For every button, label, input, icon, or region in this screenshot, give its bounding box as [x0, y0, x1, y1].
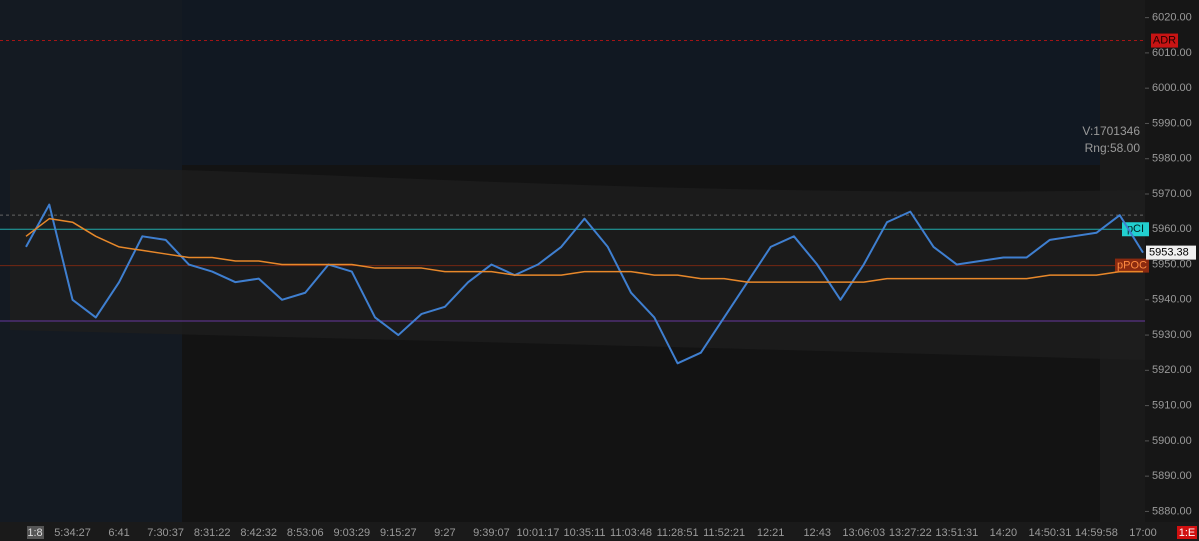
y-tick-label: 5890.00 — [1152, 470, 1192, 482]
x-tick-label: 9:39:07 — [473, 527, 510, 539]
x-tick-label: 11:28:51 — [657, 527, 699, 539]
x-tick-label: 9:27 — [434, 527, 455, 539]
level-badge — [1151, 33, 1178, 48]
x-tick-label: 17:00 — [1129, 527, 1157, 539]
price-badge — [1146, 245, 1196, 260]
level-badge — [1115, 258, 1149, 273]
series-line — [25, 203, 1144, 365]
session-shade — [0, 0, 1100, 165]
y-tick-label: 6020.00 — [1152, 12, 1192, 24]
level-label: ADR — [1153, 34, 1176, 46]
time-axis — [0, 522, 1199, 541]
y-tick-label: 5980.00 — [1152, 153, 1192, 165]
y-tick-label: 5880.00 — [1152, 505, 1192, 517]
x-tick-label: 13:51:31 — [935, 527, 978, 539]
range-stat: Rng:58.00 — [1085, 141, 1141, 155]
y-tick-label: 5920.00 — [1152, 364, 1192, 376]
x-tick-label: 12:21 — [757, 527, 785, 539]
volume-stat: V:1701346 — [1082, 124, 1140, 138]
series-line — [25, 217, 1143, 283]
x-tick-label: 10:35:11 — [563, 527, 605, 539]
x-tick-label: 14:50:31 — [1029, 527, 1072, 539]
x-tick-label: 13:06:03 — [842, 527, 885, 539]
x-tick-label: 13:27:22 — [889, 527, 932, 539]
y-tick-label: 5930.00 — [1152, 329, 1192, 341]
y-tick-label: 5900.00 — [1152, 435, 1192, 447]
envelope-band — [10, 168, 1145, 360]
x-tick-label: 10:01:17 — [517, 527, 560, 539]
corner-left: 1:8 — [27, 527, 42, 539]
x-tick-label: 8:42:32 — [240, 527, 277, 539]
price-axis — [1145, 0, 1199, 522]
x-tick-label: 12:43 — [803, 527, 831, 539]
x-tick-label: 11:03:48 — [610, 527, 652, 539]
level-label: pPOC — [1117, 259, 1147, 271]
y-tick-label: 5960.00 — [1152, 223, 1192, 235]
last-price: 5953.38 — [1149, 247, 1189, 259]
y-tick-label: 5940.00 — [1152, 294, 1192, 306]
level-badge — [1122, 222, 1149, 237]
x-tick-label: 8:31:22 — [194, 527, 231, 539]
corner-right: 1:E — [1179, 527, 1196, 539]
y-tick-label: 5950.00 — [1152, 258, 1192, 270]
x-tick-label: 9:15:27 — [380, 527, 417, 539]
x-tick-label: 5:34:27 — [54, 527, 91, 539]
x-tick-label: 9:03:29 — [333, 527, 370, 539]
y-tick-label: 6010.00 — [1152, 47, 1192, 59]
y-tick-label: 6000.00 — [1152, 82, 1192, 94]
x-tick-label: 8:53:06 — [287, 527, 324, 539]
y-tick-label: 5970.00 — [1152, 188, 1192, 200]
x-tick-label: 14:20 — [990, 527, 1018, 539]
corner-badge — [27, 526, 44, 539]
y-tick-label: 5990.00 — [1152, 117, 1192, 129]
x-tick-label: 11:52:21 — [703, 527, 745, 539]
x-tick-label: 6:41 — [108, 527, 129, 539]
x-tick-label: 14:59:58 — [1075, 527, 1118, 539]
x-tick-label: 7:30:37 — [147, 527, 184, 539]
y-tick-label: 5910.00 — [1152, 400, 1192, 412]
corner-badge — [1177, 526, 1197, 539]
